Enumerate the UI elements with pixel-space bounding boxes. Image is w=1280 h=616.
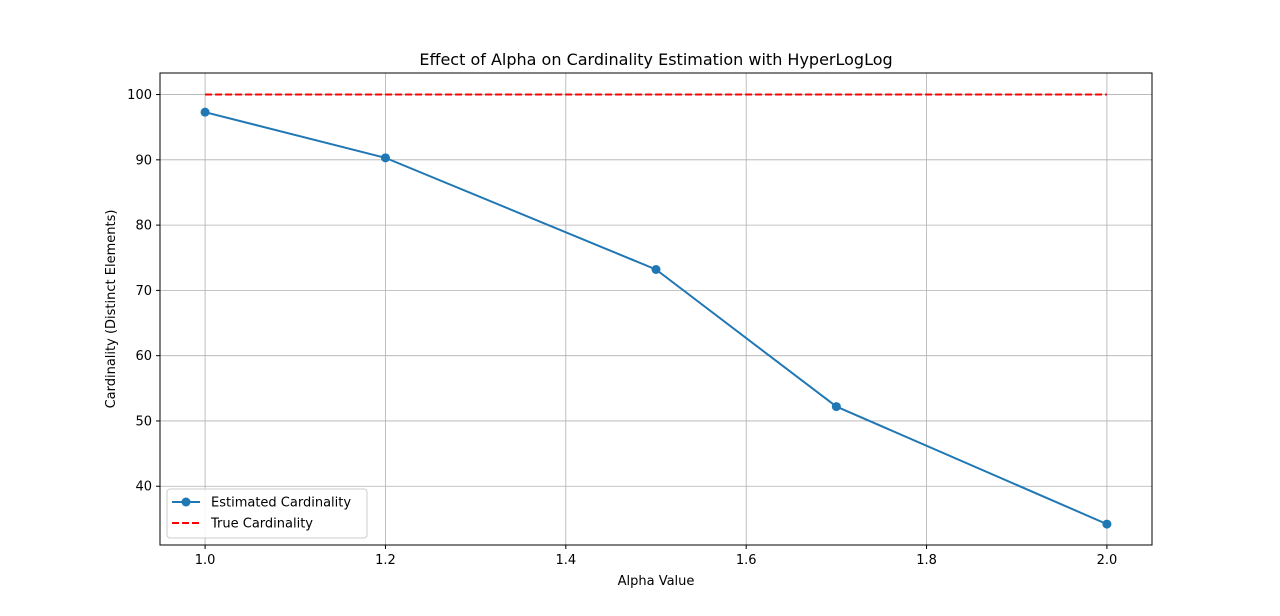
y-tick-label: 80 <box>135 219 152 234</box>
x-tick-label: 1.8 <box>916 553 937 568</box>
legend-label-estimated-cardinality: Estimated Cardinality <box>211 496 351 511</box>
y-tick-label: 60 <box>135 349 152 364</box>
x-tick-label: 1.2 <box>375 553 396 568</box>
legend-marker-estimated-cardinality <box>181 497 191 507</box>
y-tick-label: 40 <box>135 480 152 495</box>
x-tick-label: 1.4 <box>555 553 576 568</box>
estimated-cardinality-line <box>204 111 1108 526</box>
y-tick-label: 70 <box>135 284 152 299</box>
legend: Estimated Cardinality True Cardinality <box>166 488 368 539</box>
legend-box <box>166 488 368 539</box>
estimated-cardinality-point <box>1102 519 1112 529</box>
legend-label-true-cardinality: True Cardinality <box>210 517 313 532</box>
x-tick-label: 1.6 <box>736 553 757 568</box>
estimated-cardinality-point <box>200 107 210 117</box>
grid-lines <box>160 73 1152 545</box>
y-tick-label: 100 <box>127 88 152 103</box>
x-axis-label: Alpha Value <box>618 574 695 589</box>
x-tick-label: 2.0 <box>1097 553 1118 568</box>
estimated-cardinality-point <box>380 153 390 163</box>
y-tick-label: 90 <box>135 153 152 168</box>
series-layer <box>200 93 1112 529</box>
legend-items: Estimated Cardinality True Cardinality <box>172 496 351 532</box>
plot-area-frame <box>159 72 1153 546</box>
chart-title: Effect of Alpha on Cardinality Estimatio… <box>419 50 892 69</box>
y-tick-label: 50 <box>135 414 152 429</box>
y-axis-label: Cardinality (Distinct Elements) <box>104 210 119 409</box>
estimated-cardinality-point <box>651 265 661 275</box>
axis-ticks: 1.0 1.2 1.4 1.6 1.8 2.0 40 50 60 70 80 90 100 <box>127 88 1117 568</box>
estimated-cardinality-point <box>831 402 841 412</box>
x-tick-label: 1.0 <box>195 553 216 568</box>
